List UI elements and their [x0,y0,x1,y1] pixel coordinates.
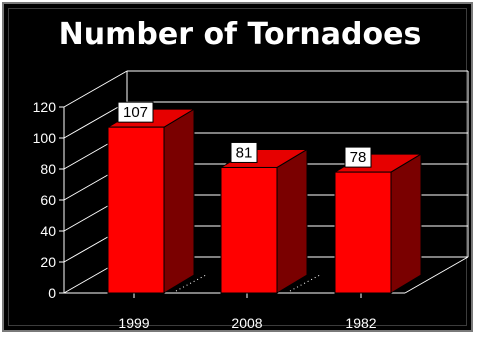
y-tick-label: 40 [40,223,56,239]
y-tick-label: 60 [40,192,56,208]
x-tick-label: 2008 [231,315,262,331]
data-label: 107 [123,104,148,121]
data-label: 81 [236,144,253,161]
y-tick-label: 80 [40,161,56,177]
bar-2008 [219,148,309,294]
data-label: 78 [350,149,367,166]
data-label-box [344,146,372,168]
bar-side [163,108,195,294]
chart-title: Number of Tornadoes [59,17,422,52]
bar-1982 [333,153,423,294]
axis-layer: 0 20 40 60 80 100 120 1999 2008 1982 [33,99,405,331]
y-tick-label: 120 [33,99,57,115]
bar-front [107,126,165,294]
floor-right-edge [404,256,469,294]
bar-1999 [106,108,196,294]
data-label-box [117,101,154,123]
bar-side [390,153,422,294]
data-label-box [230,141,258,163]
labels-layer: 107 81 78 [117,101,372,168]
chart-inner-border [8,8,467,326]
gridline-left-wall [63,70,128,108]
bar-front [220,166,278,294]
y-tick-label: 100 [33,130,57,146]
bar-side [276,148,308,294]
gridline-left-wall [63,101,128,139]
floor-divider [175,274,207,292]
floor-divider [289,274,321,292]
bars-layer [106,108,423,294]
y-tick-label: 0 [48,285,56,301]
bar-front [334,171,392,294]
x-tick-label: 1982 [345,315,376,331]
y-tick-label: 20 [40,254,56,270]
x-tick-label: 1999 [118,315,149,331]
